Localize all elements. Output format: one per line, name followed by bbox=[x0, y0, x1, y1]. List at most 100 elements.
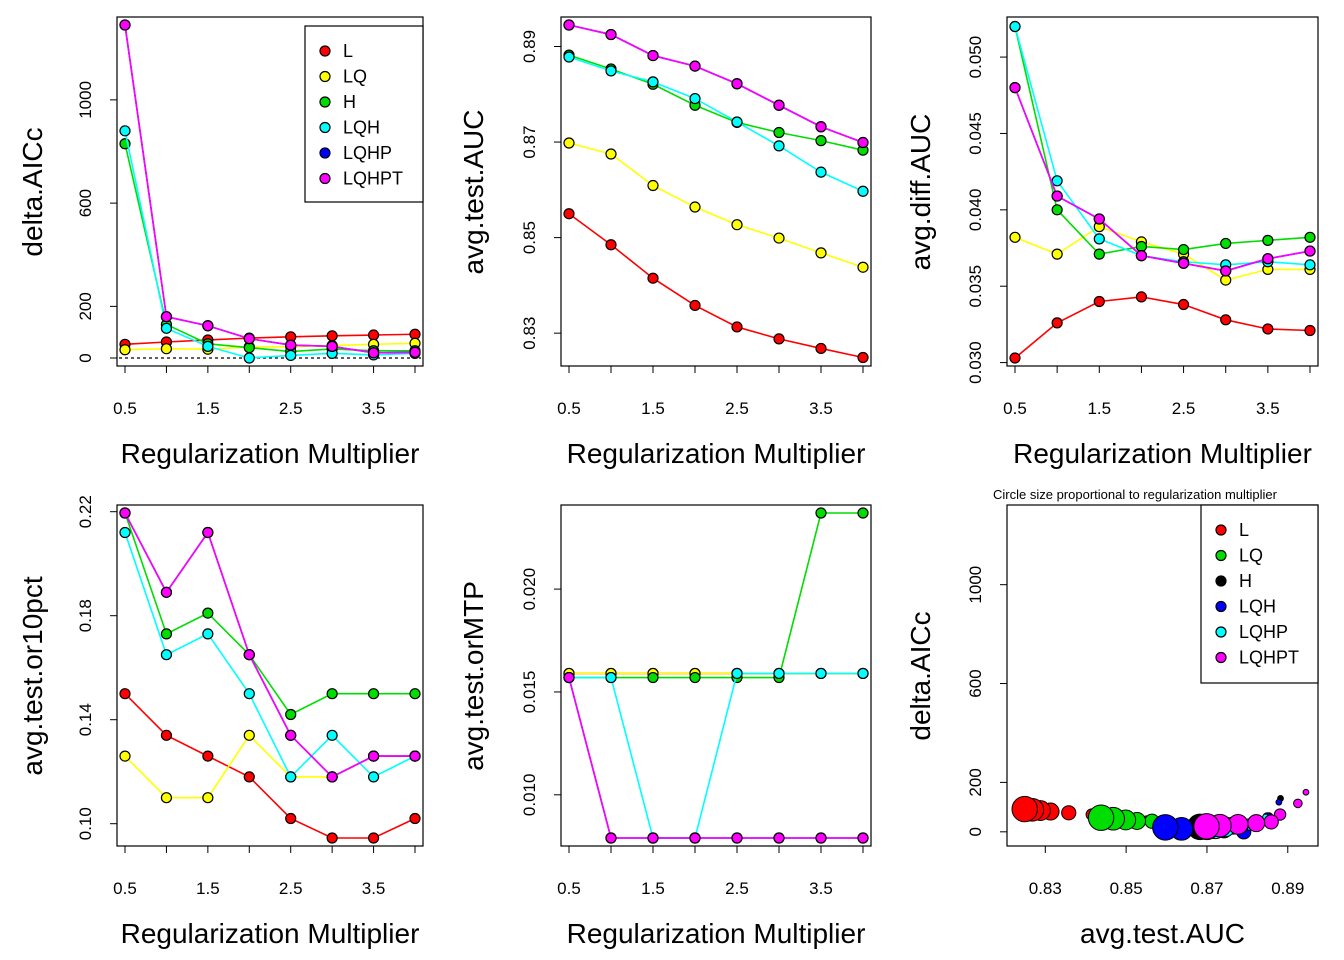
x-tick-label: 2.5 bbox=[1172, 399, 1196, 418]
series-line bbox=[568, 56, 864, 192]
y-tick-label: 0.87 bbox=[520, 126, 539, 159]
legend-label: LQHP bbox=[1239, 622, 1288, 642]
series-LQH bbox=[563, 51, 869, 197]
legend-item-H: H bbox=[319, 92, 356, 112]
data-point bbox=[1304, 324, 1316, 337]
series-line bbox=[124, 693, 416, 839]
data-point bbox=[367, 750, 380, 762]
x-tick-label: 2.5 bbox=[725, 879, 749, 898]
x-axis-title: avg.test.AUC bbox=[1080, 918, 1245, 949]
legend-item-LQH: LQH bbox=[319, 118, 380, 138]
data-point bbox=[285, 708, 297, 721]
legend-label: H bbox=[1239, 571, 1252, 591]
x-tick-label: 2.5 bbox=[279, 879, 303, 898]
data-point bbox=[119, 507, 131, 519]
data-point bbox=[605, 65, 617, 77]
data-point bbox=[119, 750, 131, 762]
legend-item-LQH: LQH bbox=[1215, 597, 1276, 617]
series-line bbox=[1014, 296, 1311, 359]
y-tick-label: 0.14 bbox=[76, 703, 95, 736]
series-L bbox=[563, 208, 869, 364]
data-point bbox=[202, 792, 214, 804]
x-tick-label: 2.5 bbox=[279, 399, 303, 418]
y-axis-title: avg.diff.AUC bbox=[905, 114, 936, 271]
data-point bbox=[1009, 352, 1021, 364]
data-point bbox=[815, 507, 827, 519]
x-axis-title: Regularization Multiplier bbox=[121, 438, 420, 469]
data-point bbox=[202, 750, 214, 762]
y-axis: 0.83 0.85 0.87 0.89 avg.test.AUC bbox=[458, 30, 562, 350]
panel-6: 0.83 0.85 0.87 0.89 avg.test.AUC 0 200 600 1000 d… bbox=[905, 487, 1319, 949]
data-point bbox=[1275, 798, 1283, 806]
data-point bbox=[119, 19, 131, 31]
data-point bbox=[1304, 245, 1316, 257]
data-point bbox=[160, 322, 173, 334]
series-line bbox=[1014, 87, 1311, 272]
series-line bbox=[569, 512, 863, 679]
x-axis: 0.5 1.5 2.5 3.5 Regularization Multiplier bbox=[557, 845, 865, 949]
data-point bbox=[202, 340, 214, 352]
data-point bbox=[1262, 234, 1274, 246]
data-point bbox=[367, 347, 380, 359]
series-line bbox=[124, 734, 415, 799]
y-axis-title: avg.test.orMTP bbox=[458, 581, 489, 771]
data-point bbox=[119, 526, 131, 539]
legend-label: LQHP bbox=[343, 143, 392, 163]
data-point bbox=[1135, 250, 1148, 262]
legend-marker bbox=[1215, 524, 1227, 536]
data-point bbox=[773, 140, 785, 152]
series-line bbox=[124, 342, 416, 351]
legend-marker bbox=[319, 70, 331, 83]
x-tick-label: 1.5 bbox=[196, 879, 220, 898]
data-point bbox=[1087, 804, 1115, 831]
legend-label: LQH bbox=[343, 118, 380, 138]
x-tick-label: 2.5 bbox=[725, 399, 749, 418]
data-point bbox=[202, 628, 214, 640]
legend-item-LQHP: LQHP bbox=[319, 143, 392, 163]
panel-2: 0.5 1.5 2.5 3.5 Regularization Multiplier 0.8… bbox=[458, 16, 872, 469]
y-tick-label: 0.030 bbox=[966, 341, 985, 384]
data-point bbox=[326, 832, 338, 844]
x-tick-label: 3.5 bbox=[809, 879, 833, 898]
x-axis: 0.5 1.5 2.5 3.5 Regularization Multiplier bbox=[1003, 365, 1312, 469]
x-axis: 0.5 1.5 2.5 3.5 Regularization Multiplier bbox=[557, 365, 865, 469]
data-point bbox=[1220, 274, 1232, 286]
legend-label: LQ bbox=[1239, 546, 1263, 566]
legend-item-LQ: LQ bbox=[319, 67, 367, 87]
x-tick-label: 0.89 bbox=[1271, 879, 1304, 898]
series-line bbox=[568, 142, 864, 268]
y-tick-label: 0 bbox=[966, 827, 985, 836]
data-point bbox=[689, 92, 701, 105]
data-point bbox=[563, 137, 575, 149]
data-point bbox=[243, 649, 255, 661]
legend-marker bbox=[319, 147, 331, 159]
data-point bbox=[605, 239, 617, 251]
x-axis: 0.5 1.5 2.5 3.5 Regularization Multiplier bbox=[113, 365, 420, 469]
series-line bbox=[568, 54, 864, 151]
data-point bbox=[1009, 20, 1021, 33]
legend-item-L: L bbox=[319, 41, 353, 61]
series-H bbox=[563, 507, 869, 684]
series-LQH bbox=[563, 667, 869, 844]
series-line bbox=[124, 143, 415, 353]
x-tick-label: 0.85 bbox=[1110, 879, 1143, 898]
data-point bbox=[773, 333, 785, 345]
series-line bbox=[124, 512, 415, 778]
data-point bbox=[285, 349, 297, 362]
y-tick-label: 600 bbox=[966, 669, 985, 697]
legend-item-LQHPT: LQHPT bbox=[319, 169, 403, 189]
legend-marker bbox=[319, 45, 331, 57]
data-point bbox=[815, 247, 827, 259]
data-point bbox=[160, 628, 173, 640]
series-line bbox=[124, 512, 415, 716]
data-point bbox=[857, 261, 869, 273]
data-point bbox=[605, 671, 617, 684]
data-point bbox=[647, 832, 659, 844]
y-axis: 0 200 600 1000 delta.AICc bbox=[17, 81, 118, 363]
data-point bbox=[119, 125, 131, 137]
y-tick-label: 0.10 bbox=[76, 807, 95, 840]
legend-marker bbox=[1215, 549, 1227, 562]
data-point bbox=[1304, 259, 1316, 271]
legend-marker bbox=[319, 172, 331, 185]
